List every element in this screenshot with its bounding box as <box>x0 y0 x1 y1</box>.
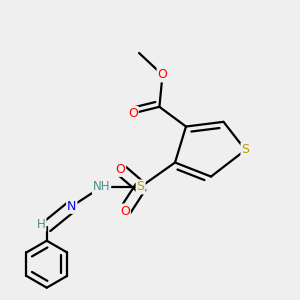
Text: O: O <box>128 107 138 120</box>
Text: S: S <box>136 180 145 194</box>
Text: O: O <box>115 163 125 176</box>
Text: H: H <box>37 218 46 231</box>
Text: NH: NH <box>93 180 110 194</box>
Text: S: S <box>242 143 249 157</box>
Text: N: N <box>67 200 76 213</box>
Text: O: O <box>158 68 167 81</box>
Text: O: O <box>120 205 130 218</box>
